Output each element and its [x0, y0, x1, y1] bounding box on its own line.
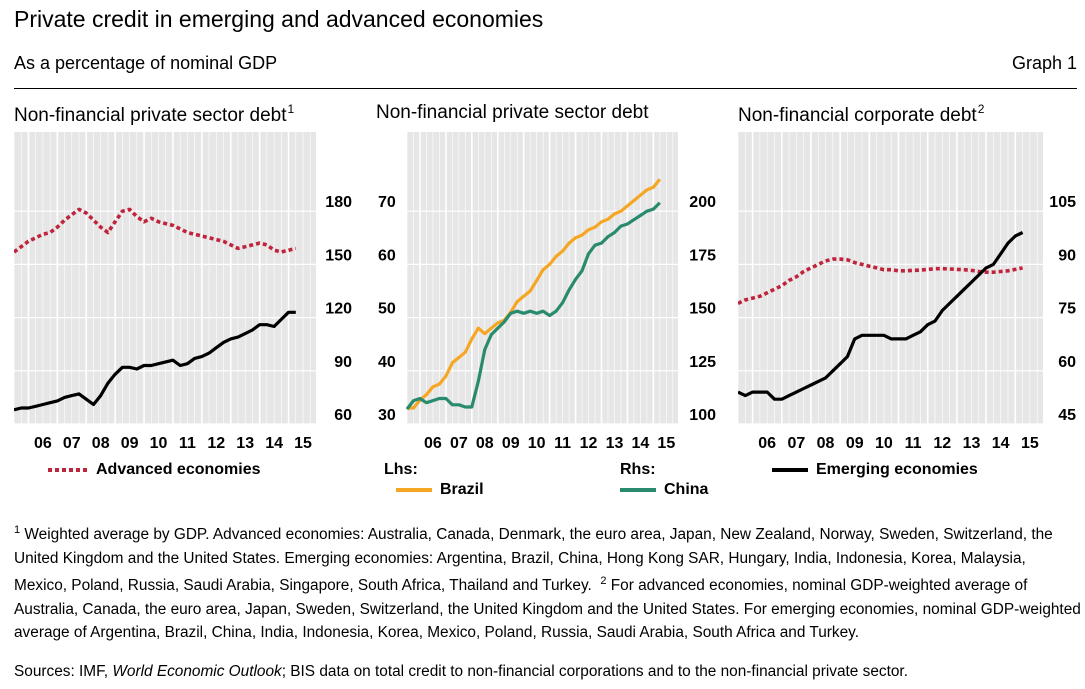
x-tick-label: 15 [1021, 435, 1039, 452]
x-tick-label: 09 [502, 435, 520, 452]
legend-brazil-swatch [396, 487, 432, 492]
y-tick-label: 45 [1058, 407, 1076, 424]
legend-lhs: Lhs: [384, 461, 418, 478]
sources: Sources: IMF, World Economic Outlook; BI… [14, 663, 908, 680]
y-tick-label: 175 [689, 247, 716, 264]
panel1-chart: 60 90 120 150 180 06 07 08 09 10 11 12 13 14 15 [14, 132, 352, 452]
series-line-china [405, 201, 661, 411]
footnote-1: Weighted average by GDP. Advanced econom… [14, 526, 1053, 594]
legend-emerging-label: Emerging economies [816, 461, 978, 478]
legend-emerging: Emerging economies [772, 461, 978, 479]
legend-brazil: Brazil [396, 481, 484, 499]
legend-china-swatch [620, 487, 656, 492]
x-tick-label: 13 [963, 435, 981, 452]
y-tick-label: 75 [1058, 301, 1076, 318]
x-tick-label: 13 [606, 435, 624, 452]
x-tick-label: 10 [875, 435, 893, 452]
chart-subtitle: As a percentage of nominal GDP [14, 53, 278, 73]
y-tick-label: 105 [1049, 194, 1076, 211]
series-line-brazil [407, 178, 662, 410]
y-tick-label: 30 [378, 407, 396, 424]
y-tick-label: 100 [689, 407, 716, 424]
footnote-1-marker: 1 [14, 524, 21, 536]
y-tick-label: 125 [689, 354, 716, 371]
x-tick-label: 12 [207, 435, 225, 452]
panel1-title: Non-financial private sector debt1 [14, 102, 295, 126]
y-tick-label: 40 [378, 354, 396, 371]
y-tick-label: 90 [334, 354, 352, 371]
legend-rhs: Rhs: [620, 461, 656, 478]
x-tick-label: 08 [817, 435, 835, 452]
x-tick-label: 07 [787, 435, 805, 452]
x-tick-label: 14 [631, 435, 649, 452]
x-tick-label: 11 [905, 435, 922, 452]
x-tick-label: 13 [236, 435, 254, 452]
x-tick-label: 15 [294, 435, 312, 452]
legend-emerging-swatch [772, 467, 808, 472]
series-line-emerging-economies [14, 310, 296, 412]
x-tick-label: 08 [92, 435, 110, 452]
header-rule [14, 88, 1077, 89]
legend-china: China [620, 481, 708, 499]
y-tick-label: 90 [1058, 247, 1076, 264]
y-tick-label: 150 [325, 247, 352, 264]
x-tick-label: 14 [265, 435, 283, 452]
x-tick-label: 07 [450, 435, 468, 452]
x-tick-label: 12 [580, 435, 598, 452]
plot-background [14, 132, 316, 424]
y-tick-label: 180 [325, 194, 352, 211]
series-line-advanced-economies [738, 257, 1023, 306]
footnotes: 1 Weighted average by GDP. Advanced econ… [14, 519, 1082, 645]
legend-advanced-label: Advanced economies [96, 461, 261, 478]
panel3-title: Non-financial corporate debt2 [738, 102, 985, 126]
y-tick-label: 70 [378, 194, 396, 211]
plot-background [407, 132, 678, 424]
x-tick-label: 14 [992, 435, 1010, 452]
x-tick-label: 12 [933, 435, 951, 452]
panel2-chart: 30 40 50 60 70 100 125 150 175 200 06 07 08 09 10 11 12 1… [378, 132, 716, 452]
legend-china-label: China [664, 481, 709, 498]
x-tick-label: 07 [63, 435, 81, 452]
y-tick-label: 60 [334, 407, 352, 424]
x-tick-label: 10 [150, 435, 168, 452]
y-tick-label: 60 [378, 247, 396, 264]
x-tick-label: 11 [554, 435, 571, 452]
x-tick-label: 06 [758, 435, 776, 452]
sources-publication: World Economic Outlook [112, 663, 282, 680]
footnote-2: For advanced economies, nominal GDP-weig… [14, 577, 1081, 641]
y-tick-label: 120 [325, 301, 352, 318]
legend-advanced: Advanced economies [48, 461, 261, 479]
x-tick-label: 06 [34, 435, 52, 452]
x-tick-label: 06 [424, 435, 442, 452]
legend-brazil-label: Brazil [440, 481, 484, 498]
y-tick-label: 200 [689, 194, 716, 211]
series-line-emerging-economies [738, 231, 1024, 401]
footnote-2-marker: 2 [600, 575, 607, 587]
chart-title: Private credit in emerging and advanced … [14, 6, 544, 32]
legend-dotted-swatch [48, 467, 88, 472]
x-tick-label: 15 [657, 435, 675, 452]
panel3-chart: 45 60 75 90 105 06 07 08 09 10 11 12 13 14 15 [738, 132, 1076, 452]
y-tick-label: 50 [378, 301, 396, 318]
x-tick-label: 09 [846, 435, 864, 452]
plot-background [738, 132, 1043, 424]
x-tick-label: 08 [476, 435, 494, 452]
y-tick-label: 60 [1058, 354, 1076, 371]
graph-number: Graph 1 [1011, 53, 1077, 73]
x-tick-label: 09 [121, 435, 139, 452]
y-tick-label: 150 [689, 301, 716, 318]
x-tick-label: 10 [528, 435, 546, 452]
panel2-title: Non-financial private sector debt [376, 102, 649, 123]
x-tick-label: 11 [179, 435, 196, 452]
